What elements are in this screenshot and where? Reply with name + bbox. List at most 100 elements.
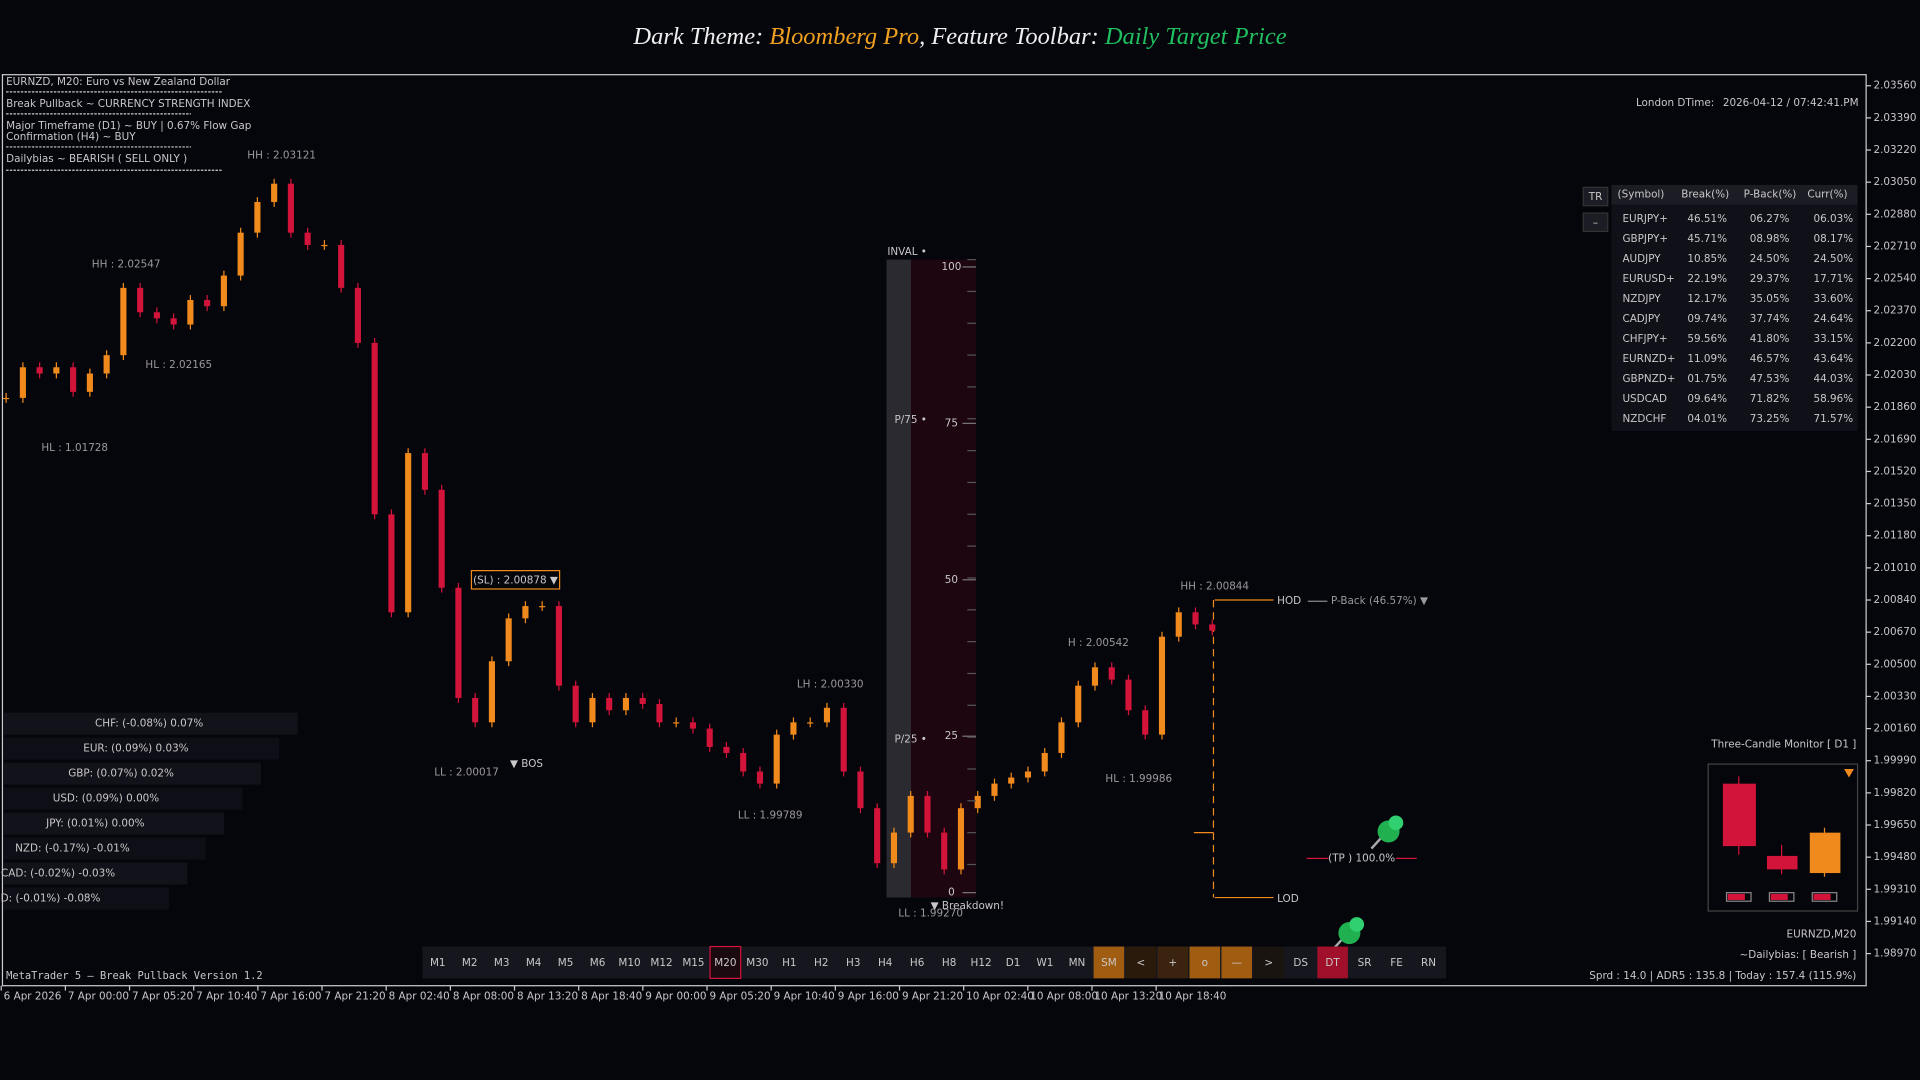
table-button-label[interactable]: – bbox=[1593, 217, 1598, 229]
toolbar-button[interactable] bbox=[1221, 946, 1253, 979]
toolbar-button-label[interactable]: MN bbox=[1069, 957, 1086, 969]
toolbar-button-label[interactable]: M20 bbox=[714, 957, 736, 969]
toolbar-button-label[interactable]: M1 bbox=[430, 957, 446, 969]
toolbar-button[interactable] bbox=[646, 946, 677, 979]
toolbar-button-label[interactable]: H1 bbox=[782, 957, 796, 969]
toolbar-button-label[interactable]: — bbox=[1232, 957, 1242, 969]
candle bbox=[840, 707, 847, 772]
toolbar-button[interactable] bbox=[582, 946, 613, 979]
toolbar-button-label[interactable]: > bbox=[1264, 957, 1273, 969]
strength-row: CHF: (-0.08%) 0.07% bbox=[95, 718, 203, 730]
toolbar-button-label[interactable]: M10 bbox=[618, 957, 640, 969]
toolbar-button-label[interactable]: H2 bbox=[814, 957, 828, 969]
toolbar-button[interactable] bbox=[1253, 946, 1284, 979]
table-cell: GBPNZD+ bbox=[1622, 373, 1675, 385]
toolbar-button[interactable] bbox=[805, 946, 837, 979]
toolbar-button[interactable] bbox=[486, 946, 517, 979]
gauge-label: P/25 • bbox=[895, 734, 927, 746]
toolbar-button[interactable] bbox=[1061, 946, 1093, 979]
toolbar-button[interactable] bbox=[1093, 946, 1125, 979]
table-cell: NZDJPY bbox=[1622, 293, 1661, 305]
toolbar-button[interactable] bbox=[837, 946, 869, 979]
y-tick-label: 1.99820 bbox=[1873, 787, 1916, 799]
toolbar-button-label[interactable]: H6 bbox=[910, 957, 924, 969]
toolbar-button-label[interactable]: M3 bbox=[494, 957, 510, 969]
table-button[interactable] bbox=[1582, 212, 1609, 233]
candle bbox=[271, 183, 278, 203]
strength-row: GBP: (0.07%) 0.02% bbox=[68, 768, 174, 780]
toolbar-button[interactable] bbox=[422, 946, 454, 979]
toolbar-button[interactable] bbox=[1157, 946, 1189, 979]
toolbar-button-label[interactable]: H8 bbox=[942, 957, 956, 969]
toolbar-button[interactable] bbox=[709, 945, 742, 979]
toolbar-button[interactable] bbox=[518, 946, 549, 979]
toolbar-button[interactable] bbox=[1349, 946, 1380, 979]
toolbar-button-label[interactable]: + bbox=[1168, 957, 1177, 969]
toolbar-button[interactable] bbox=[997, 946, 1029, 979]
annotation: LH : 2.00330 bbox=[797, 678, 864, 690]
gauge-bar bbox=[886, 259, 912, 898]
toolbar-button-label[interactable]: W1 bbox=[1037, 957, 1054, 969]
toolbar-button[interactable] bbox=[933, 946, 965, 979]
toolbar-button-label[interactable]: H4 bbox=[878, 957, 893, 969]
toolbar-button[interactable] bbox=[869, 946, 901, 979]
x-tick-label: 7 Apr 00:00 bbox=[68, 991, 129, 1003]
y-tick-label: 2.02200 bbox=[1873, 337, 1916, 349]
table-button[interactable] bbox=[1582, 186, 1609, 207]
toolbar-button[interactable] bbox=[550, 946, 581, 979]
toolbar-button[interactable] bbox=[454, 946, 486, 979]
toolbar-button-label[interactable]: M30 bbox=[746, 957, 768, 969]
toolbar-button[interactable] bbox=[742, 946, 773, 979]
candle bbox=[254, 202, 261, 233]
gauge-zone bbox=[911, 259, 976, 898]
table-cell: EURJPY+ bbox=[1622, 213, 1668, 225]
candle bbox=[740, 752, 747, 772]
y-tick-label: 1.99140 bbox=[1873, 915, 1916, 927]
x-tick-label: 9 Apr 16:00 bbox=[838, 991, 899, 1003]
toolbar-button-label[interactable]: M2 bbox=[462, 957, 478, 969]
info-line: EURNZD, M20: Euro vs New Zealand Dollar bbox=[6, 76, 231, 88]
candle bbox=[1158, 636, 1166, 735]
toolbar-button[interactable] bbox=[965, 946, 997, 979]
toolbar-button-label[interactable]: M15 bbox=[682, 957, 704, 969]
toolbar-button-label[interactable]: M6 bbox=[590, 957, 606, 969]
toolbar-button[interactable] bbox=[1413, 946, 1444, 979]
toolbar-button-label[interactable]: SR bbox=[1358, 957, 1372, 969]
toolbar-button-label[interactable]: < bbox=[1136, 957, 1145, 969]
table-cell: 58.96% bbox=[1813, 393, 1853, 405]
toolbar-button-label[interactable]: o bbox=[1202, 957, 1208, 969]
toolbar-button-label[interactable]: DS bbox=[1293, 957, 1308, 969]
x-tick-label: 8 Apr 08:00 bbox=[453, 991, 514, 1003]
toolbar-button[interactable] bbox=[1125, 946, 1157, 979]
toolbar-button-label[interactable]: SM bbox=[1101, 957, 1117, 969]
toolbar-button-label[interactable]: M4 bbox=[526, 957, 542, 969]
y-tick-label: 2.02710 bbox=[1873, 240, 1916, 252]
annotation: HL : 1.99986 bbox=[1105, 773, 1172, 785]
toolbar-button[interactable] bbox=[1317, 946, 1348, 979]
toolbar-button[interactable] bbox=[1029, 946, 1061, 979]
toolbar-button-label[interactable]: D1 bbox=[1006, 957, 1021, 969]
toolbar-button[interactable] bbox=[678, 946, 709, 979]
toolbar-button-label[interactable]: FE bbox=[1390, 957, 1403, 969]
table-cell: 09.74% bbox=[1687, 313, 1727, 325]
toolbar-button-label[interactable]: DT bbox=[1325, 957, 1340, 969]
toolbar-button[interactable] bbox=[901, 946, 933, 979]
toolbar-button[interactable] bbox=[1189, 946, 1221, 979]
annotation: (TP ) 100.0% bbox=[1328, 852, 1395, 864]
table-cell: 10.85% bbox=[1687, 253, 1727, 265]
monitor-title: Three-Candle Monitor [ D1 ] bbox=[1710, 738, 1856, 750]
toolbar-button[interactable] bbox=[1285, 946, 1316, 979]
toolbar-button-label[interactable]: M12 bbox=[650, 957, 672, 969]
table-button-label[interactable]: TR bbox=[1588, 191, 1603, 203]
table-cell: 44.03% bbox=[1813, 373, 1853, 385]
y-tick-label: 2.01690 bbox=[1873, 433, 1916, 445]
toolbar-button-label[interactable]: H12 bbox=[971, 957, 992, 969]
toolbar-button-label[interactable]: M5 bbox=[558, 957, 574, 969]
toolbar-button[interactable] bbox=[774, 946, 805, 979]
candle bbox=[572, 685, 579, 723]
toolbar-button[interactable] bbox=[1381, 946, 1412, 979]
toolbar-button[interactable] bbox=[614, 946, 645, 979]
toolbar-button-label[interactable]: H3 bbox=[846, 957, 860, 969]
x-tick-label: 8 Apr 02:40 bbox=[389, 991, 450, 1003]
toolbar-button-label[interactable]: RN bbox=[1421, 957, 1436, 969]
